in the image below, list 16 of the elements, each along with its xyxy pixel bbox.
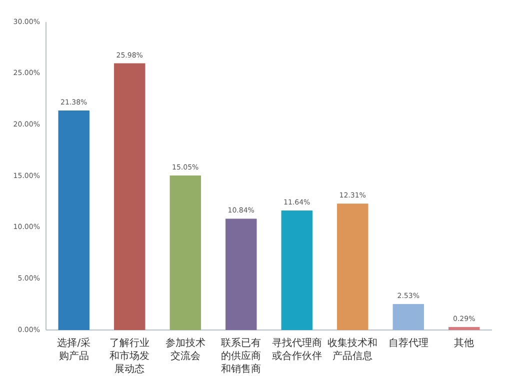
bar	[448, 327, 480, 330]
x-tick-label: 其他	[454, 337, 474, 349]
x-tick-label: 寻找代理商或合作伙伴	[272, 337, 322, 362]
x-tick-label: 联系已有的供应商和销售商	[221, 337, 262, 375]
bar	[114, 63, 146, 330]
bar	[58, 110, 90, 330]
bar	[226, 218, 257, 330]
bar	[337, 204, 368, 330]
x-tick-label: 了解行业和市场发展动态	[110, 337, 150, 375]
x-tick-label: 参加技术交流会	[165, 337, 206, 362]
x-tick-label: 选择/采购产品	[57, 337, 91, 362]
x-tick-label: 自荐代理	[388, 337, 428, 349]
x-tick-label: 收集技术和产品信息	[328, 337, 378, 362]
bar	[281, 210, 312, 330]
bar	[170, 175, 201, 330]
bar	[392, 304, 424, 330]
